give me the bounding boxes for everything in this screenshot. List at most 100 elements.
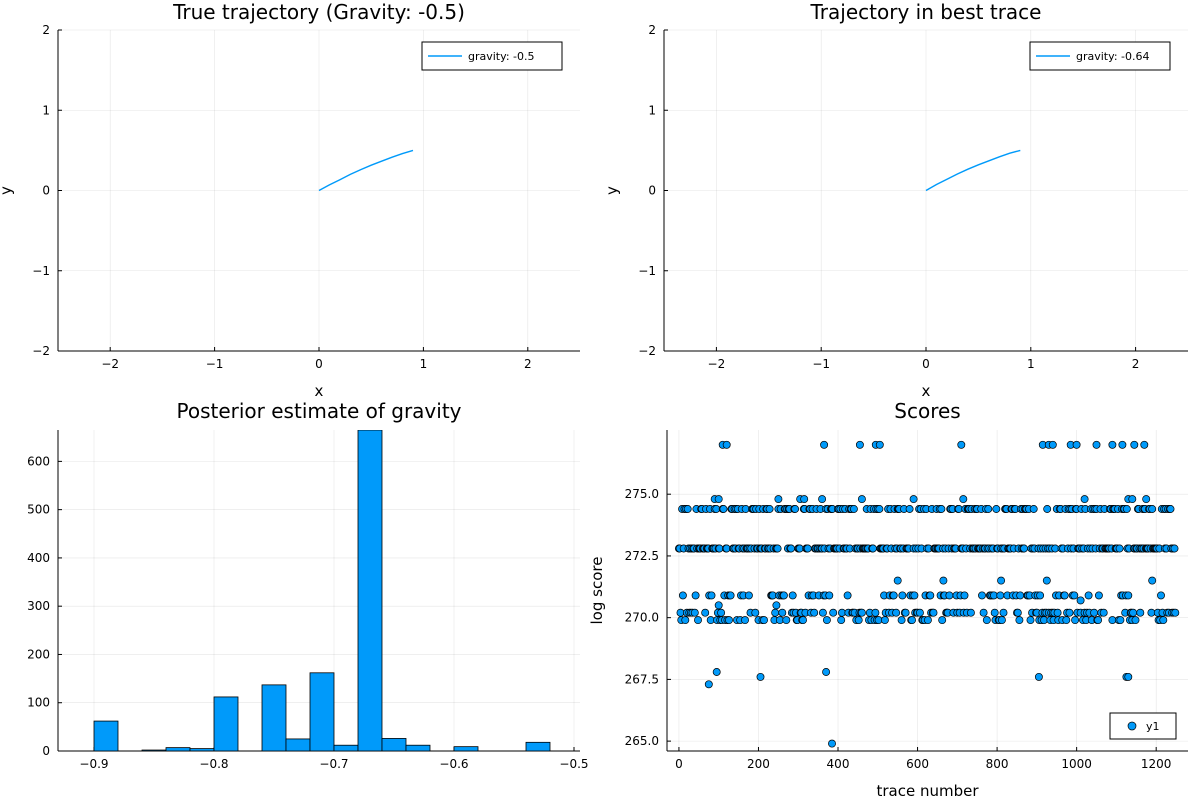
y-tick-label: 2 xyxy=(42,23,50,37)
histogram-bar xyxy=(261,684,287,751)
scatter-point xyxy=(854,616,863,625)
scatter-point xyxy=(1118,440,1127,449)
scatter-point xyxy=(960,591,969,600)
scatter-point xyxy=(938,616,947,625)
scatter-point xyxy=(741,616,749,625)
scatter-point xyxy=(982,616,991,625)
histogram-bar xyxy=(405,744,431,751)
scatter-point xyxy=(810,608,819,617)
histogram-bar xyxy=(357,430,383,751)
scatter-point xyxy=(1070,591,1079,600)
x-tick-label: 1 xyxy=(1027,357,1035,371)
legend-label: gravity: -0.64 xyxy=(1076,50,1150,63)
series-line xyxy=(925,149,1021,192)
scatter-point xyxy=(1148,505,1157,513)
scatter-point xyxy=(905,505,914,513)
scatter-point xyxy=(978,591,986,600)
y-tick-label: −1 xyxy=(32,264,50,278)
legend-label: y1 xyxy=(1146,720,1160,733)
scatter-point xyxy=(992,505,1001,513)
y-tick-label: 0 xyxy=(42,744,50,758)
histogram-bar xyxy=(141,749,167,751)
scatter-point xyxy=(923,616,932,625)
scatter-point xyxy=(825,591,834,600)
scatter-point xyxy=(871,608,880,617)
data-layer xyxy=(318,149,414,192)
scatter-point xyxy=(691,591,700,600)
chart-title: Scores xyxy=(894,399,960,423)
x-tick-label: 2 xyxy=(524,357,532,371)
x-tick-label: 2 xyxy=(1132,357,1140,371)
scatter-point xyxy=(1060,591,1069,600)
x-axis-label: trace number xyxy=(876,782,979,800)
scatter-point xyxy=(837,616,846,625)
scatter-point xyxy=(880,616,889,625)
y-tick-label: 400 xyxy=(27,551,50,565)
y-tick-label: 600 xyxy=(27,454,50,468)
scatter-point xyxy=(893,576,902,585)
scatter-point xyxy=(722,440,731,449)
scatter-point xyxy=(984,505,993,513)
scatter-point xyxy=(726,591,735,600)
scatter-point xyxy=(901,608,910,617)
scatter-point xyxy=(1065,608,1074,617)
scatter-point xyxy=(915,608,924,617)
scatter-point xyxy=(751,608,760,617)
x-axis-label: x xyxy=(922,382,931,400)
scatter-point xyxy=(1053,608,1062,617)
scatter-point xyxy=(1080,495,1089,504)
scatter-point xyxy=(957,440,966,449)
scatter-point xyxy=(799,616,807,625)
y-tick-label: −2 xyxy=(638,344,656,358)
subplot-3: −0.9 −0.8 −0.7 −0.6 −0.5 0 100 200 300 400 500 600 P… xyxy=(27,399,588,771)
scatter-point xyxy=(997,616,1006,625)
subplot-1: −2 −1 0 1 2 −2 −1 0 1 2 True trajectory (Gravity: … xyxy=(0,0,580,400)
scatter-point xyxy=(818,608,827,617)
scatter-point xyxy=(1094,591,1103,600)
scatter-point xyxy=(996,591,1005,600)
scatter-point xyxy=(690,608,699,617)
scatter-point xyxy=(1159,616,1168,625)
series-line xyxy=(318,149,414,192)
y-tick-label: 300 xyxy=(27,599,50,613)
scatter-point xyxy=(937,505,946,513)
histogram-bar xyxy=(333,744,359,751)
scatter-point xyxy=(787,544,796,553)
scatter-point xyxy=(1016,591,1025,600)
scatter-point xyxy=(1171,608,1180,617)
scatter-point xyxy=(875,505,884,513)
legend-box xyxy=(1109,712,1177,740)
y-tick-label: 1 xyxy=(648,103,656,117)
scatter-point xyxy=(929,608,938,617)
scatter-point xyxy=(1013,608,1022,617)
x-tick-label: 400 xyxy=(827,757,850,771)
y-tick-label: 100 xyxy=(27,696,50,710)
x-tick-label: 0 xyxy=(922,357,930,371)
scatter-point xyxy=(791,505,800,513)
histogram-bar xyxy=(189,748,215,751)
x-tick-label: −0.6 xyxy=(439,757,468,771)
x-tick-label: −1 xyxy=(206,357,224,371)
scatter-point xyxy=(910,591,919,600)
scatter-point xyxy=(855,440,864,449)
scatter-point xyxy=(966,608,975,617)
y-tick-label: 500 xyxy=(27,503,50,517)
y-axis-label: y xyxy=(0,186,15,195)
scatter-point xyxy=(1166,505,1175,513)
scatter-point xyxy=(1072,440,1081,449)
data-layer xyxy=(674,440,1180,748)
scatter-point xyxy=(959,495,968,504)
y-tick-label: 1 xyxy=(42,103,50,117)
histogram-bar xyxy=(93,720,119,751)
scatter-point xyxy=(1108,440,1117,449)
scatter-point xyxy=(704,680,713,689)
scatter-point xyxy=(778,608,787,617)
histogram-bar xyxy=(213,696,239,751)
histogram-bar xyxy=(525,741,551,751)
x-tick-label: 200 xyxy=(747,757,770,771)
y-tick-label: −2 xyxy=(32,344,50,358)
scatter-point xyxy=(1129,608,1138,617)
scatter-point xyxy=(892,608,901,617)
y-tick-label: 2 xyxy=(648,23,656,37)
y-tick-label: 0 xyxy=(648,184,656,198)
